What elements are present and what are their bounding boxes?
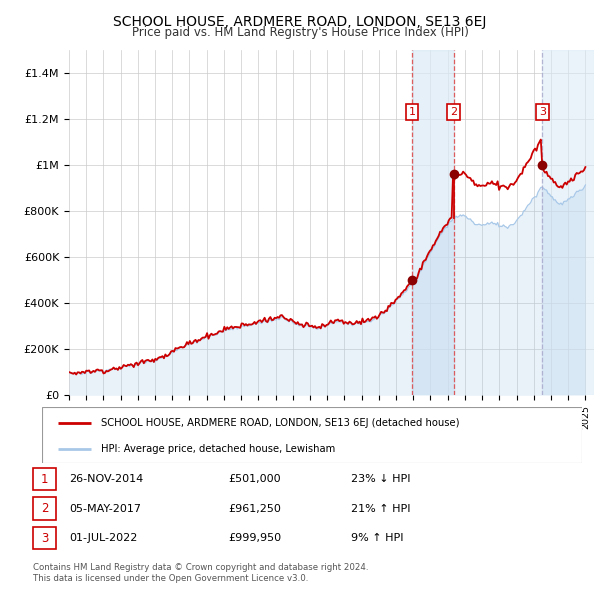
Bar (542, 50, 594, 395)
Text: 3: 3 (539, 107, 546, 117)
Bar (412, 50, 454, 395)
Text: 23% ↓ HPI: 23% ↓ HPI (351, 474, 410, 484)
Text: £961,250: £961,250 (228, 504, 281, 513)
Text: 21% ↑ HPI: 21% ↑ HPI (351, 504, 410, 513)
Text: 05-MAY-2017: 05-MAY-2017 (69, 504, 141, 513)
Text: HPI: Average price, detached house, Lewisham: HPI: Average price, detached house, Lewi… (101, 444, 335, 454)
Text: 3: 3 (41, 532, 48, 545)
Text: 2: 2 (450, 107, 457, 117)
Text: 01-JUL-2022: 01-JUL-2022 (69, 533, 137, 543)
Text: £501,000: £501,000 (228, 474, 281, 484)
Text: Price paid vs. HM Land Registry's House Price Index (HPI): Price paid vs. HM Land Registry's House … (131, 26, 469, 39)
Text: £999,950: £999,950 (228, 533, 281, 543)
Text: 1: 1 (409, 107, 415, 117)
Text: 26-NOV-2014: 26-NOV-2014 (69, 474, 143, 484)
Text: 2: 2 (41, 502, 48, 515)
Text: This data is licensed under the Open Government Licence v3.0.: This data is licensed under the Open Gov… (33, 574, 308, 583)
Text: SCHOOL HOUSE, ARDMERE ROAD, LONDON, SE13 6EJ: SCHOOL HOUSE, ARDMERE ROAD, LONDON, SE13… (113, 15, 487, 29)
Text: 9% ↑ HPI: 9% ↑ HPI (351, 533, 404, 543)
FancyBboxPatch shape (42, 407, 582, 463)
Text: 1: 1 (41, 473, 48, 486)
Text: SCHOOL HOUSE, ARDMERE ROAD, LONDON, SE13 6EJ (detached house): SCHOOL HOUSE, ARDMERE ROAD, LONDON, SE13… (101, 418, 460, 428)
Text: Contains HM Land Registry data © Crown copyright and database right 2024.: Contains HM Land Registry data © Crown c… (33, 563, 368, 572)
